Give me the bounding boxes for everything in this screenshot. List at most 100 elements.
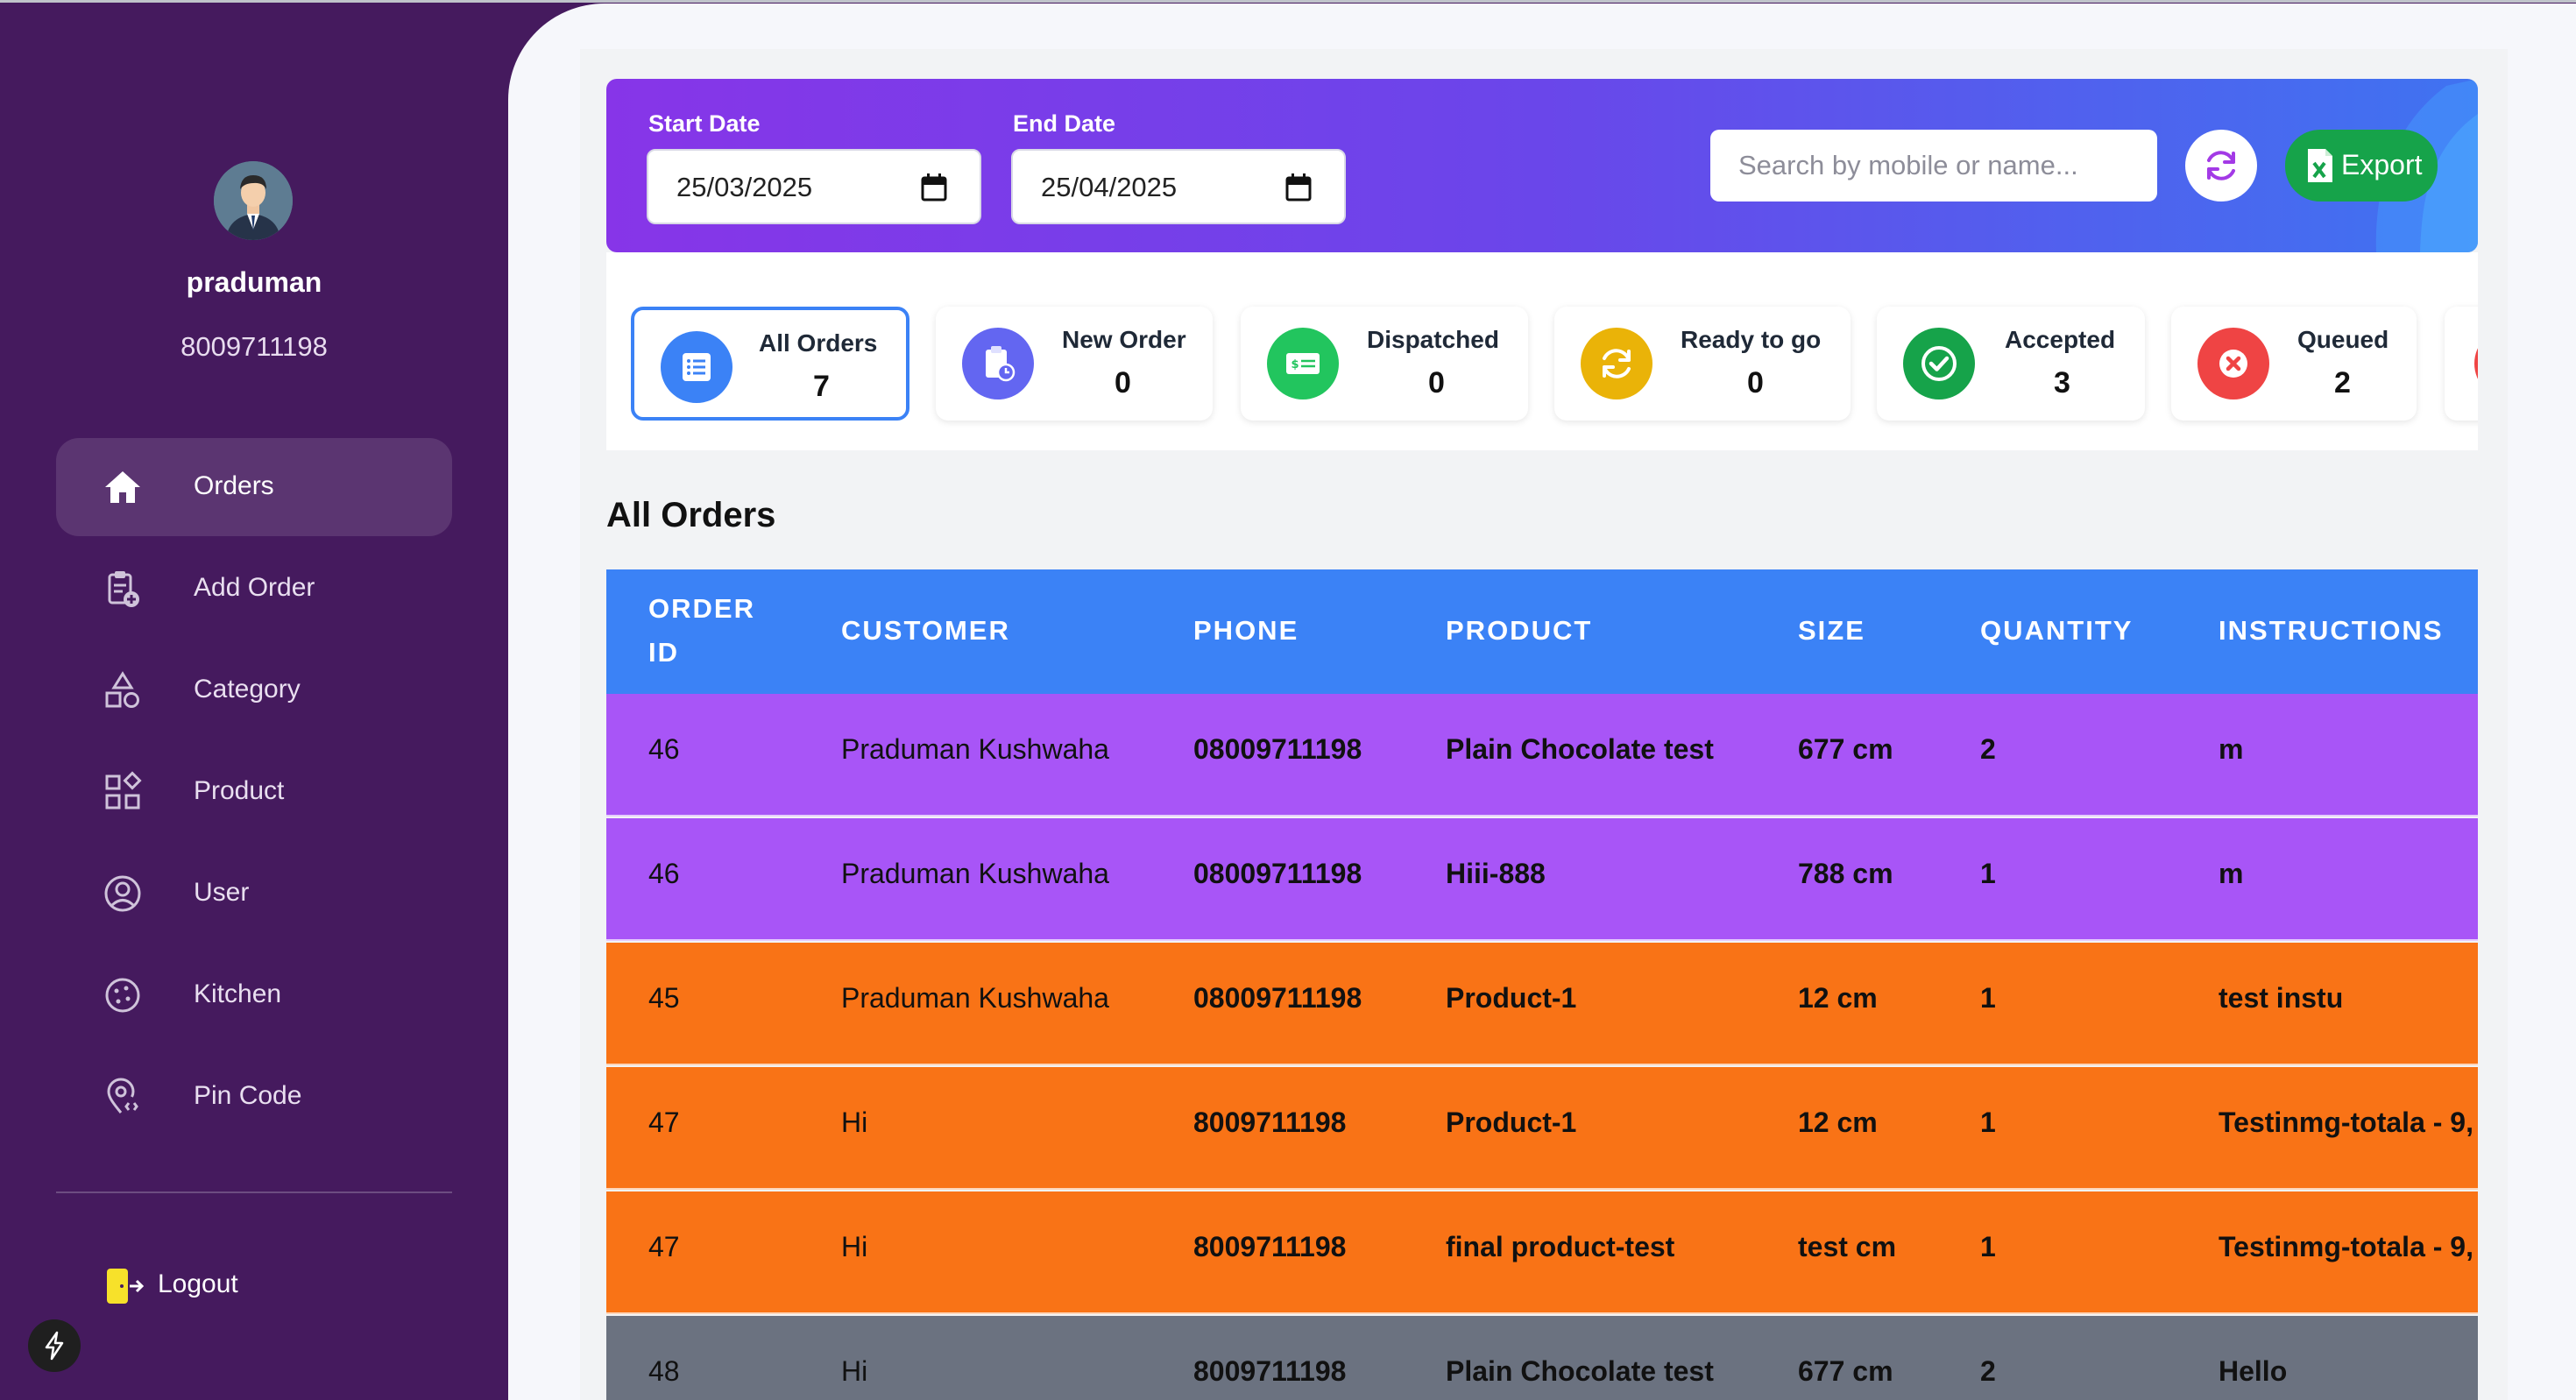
cell-instructions: Hello	[2219, 1355, 2288, 1387]
cell-order-id: 47	[648, 1231, 680, 1262]
calendar-icon[interactable]	[920, 173, 948, 202]
end-date-label: End Date	[1013, 110, 1116, 137]
status-card-new-order[interactable]: New Order 0	[936, 307, 1213, 421]
cell-size: 677 cm	[1798, 733, 1893, 765]
cell-customer: Hi	[841, 1107, 868, 1138]
cell-size: test cm	[1798, 1231, 1897, 1262]
location-pin-icon	[107, 1078, 138, 1114]
sidebar-item-pin-code[interactable]: Pin Code	[56, 1048, 452, 1146]
sidebar: praduman 8009711198 Orders Add Order Cat…	[0, 0, 508, 1400]
status-icon	[2474, 328, 2478, 399]
start-date-label: Start Date	[648, 110, 761, 137]
card-count: 0	[1115, 366, 1131, 399]
column-header-phone[interactable]: PHONE	[1193, 615, 1299, 646]
cell-quantity: 1	[1980, 1107, 1996, 1138]
sidebar-item-kitchen[interactable]: Kitchen	[56, 946, 452, 1044]
clipboard-clock-icon	[962, 328, 1034, 399]
user-avatar[interactable]	[214, 161, 293, 240]
cell-order-id: 48	[648, 1355, 680, 1387]
export-label: Export	[2341, 149, 2423, 180]
column-header-customer[interactable]: CUSTOMER	[841, 615, 1010, 646]
status-card-accepted[interactable]: Accepted 3	[1877, 307, 2145, 421]
cookie-icon	[105, 978, 140, 1013]
card-label: Dispatched	[1367, 326, 1499, 353]
cell-quantity: 1	[1980, 858, 1996, 889]
cell-order-id: 47	[648, 1107, 680, 1138]
card-count: 0	[1747, 366, 1764, 399]
user-circle-icon	[104, 875, 141, 912]
cell-instructions: Testinmg-totala - 9,	[2219, 1231, 2473, 1262]
status-cards: All Orders 7 New Order 0 $ Dispatched 0	[606, 252, 2478, 450]
sidebar-item-user[interactable]: User	[56, 845, 452, 943]
column-header-instructions[interactable]: INSTRUCTIONS	[2219, 615, 2444, 646]
sidebar-item-category[interactable]: Category	[56, 641, 452, 739]
sidebar-item-label: Orders	[194, 471, 274, 500]
refresh-button[interactable]	[2185, 130, 2257, 202]
cell-product: final product-test	[1446, 1231, 1675, 1262]
status-card-queued[interactable]: Queued 2	[2171, 307, 2417, 421]
sidebar-item-add-order[interactable]: Add Order	[56, 540, 452, 638]
card-label: Ready to go	[1681, 326, 1822, 353]
cell-order-id: 45	[648, 982, 680, 1014]
card-count: 7	[813, 370, 830, 403]
table-row[interactable]: 48 Hi 8009711198 Plain Chocolate test 67…	[606, 1316, 2478, 1400]
column-header-order-id[interactable]: ORDER ID	[648, 593, 755, 668]
column-header-size[interactable]: SIZE	[1798, 615, 1865, 646]
cell-phone: 08009711198	[1193, 733, 1362, 765]
section-title: All Orders	[606, 496, 776, 534]
cell-product: Plain Chocolate test	[1446, 733, 1714, 765]
sidebar-item-product[interactable]: Product	[56, 743, 452, 841]
table-header: ORDER ID CUSTOMER PHONE PRODUCT SIZE QUA…	[606, 569, 2478, 694]
cell-order-id: 46	[648, 733, 680, 765]
cell-instructions: m	[2219, 733, 2244, 765]
x-circle-icon	[2197, 328, 2269, 399]
logout-label: Logout	[158, 1269, 238, 1298]
refresh-icon	[2207, 151, 2235, 180]
sidebar-item-label: User	[194, 878, 250, 907]
status-card-ready-to-go[interactable]: Ready to go 0	[1554, 307, 1851, 421]
bolt-button[interactable]	[28, 1319, 81, 1372]
cell-customer: Praduman Kushwaha	[841, 982, 1109, 1014]
cell-phone: 8009711198	[1193, 1231, 1347, 1262]
table-row[interactable]: 47 Hi 8009711198 Product-1 12 cm 1 Testi…	[606, 1067, 2478, 1190]
money-icon: $	[1267, 328, 1339, 399]
cell-phone: 08009711198	[1193, 982, 1362, 1014]
end-date-input[interactable]: 25/04/2025	[1011, 149, 1346, 224]
card-count: 2	[2334, 366, 2351, 399]
cell-quantity: 2	[1980, 1355, 1996, 1387]
calendar-icon[interactable]	[1284, 173, 1313, 202]
cell-phone: 8009711198	[1193, 1107, 1347, 1138]
orders-table: ORDER ID CUSTOMER PHONE PRODUCT SIZE QUA…	[606, 569, 2478, 1400]
cell-product: Hiii-888	[1446, 858, 1546, 889]
card-label: New Order	[1062, 326, 1186, 353]
status-card-all-orders[interactable]: All Orders 7	[631, 307, 909, 421]
table-row[interactable]: 47 Hi 8009711198 final product-test test…	[606, 1191, 2478, 1314]
table-row[interactable]: 46 Praduman Kushwaha 08009711198 Hiii-88…	[606, 818, 2478, 941]
sidebar-item-label: Kitchen	[194, 979, 282, 1008]
user-name: praduman	[186, 266, 322, 298]
shapes-icon	[105, 671, 139, 708]
cell-order-id: 46	[648, 858, 680, 889]
sidebar-item-orders[interactable]: Orders	[56, 438, 452, 536]
lightning-icon	[45, 1331, 64, 1361]
check-circle-icon	[1903, 328, 1975, 399]
start-date-input[interactable]: 25/03/2025	[647, 149, 981, 224]
cell-instructions: m	[2219, 858, 2244, 889]
sidebar-item-label: Pin Code	[194, 1081, 302, 1110]
cell-size: 677 cm	[1798, 1355, 1893, 1387]
status-card-partial[interactable]	[2445, 307, 2478, 421]
list-icon	[661, 331, 732, 403]
cell-customer: Praduman Kushwaha	[841, 858, 1109, 889]
export-button[interactable]: Export	[2285, 130, 2438, 202]
excel-icon	[2308, 149, 2332, 182]
logout-icon	[107, 1269, 144, 1304]
search-input[interactable]	[1710, 130, 2157, 202]
table-row[interactable]: 45 Praduman Kushwaha 08009711198 Product…	[606, 943, 2478, 1065]
column-header-quantity[interactable]: QUANTITY	[1980, 615, 2134, 646]
table-row[interactable]: 46 Praduman Kushwaha 08009711198 Plain C…	[606, 694, 2478, 817]
status-card-dispatched[interactable]: $ Dispatched 0	[1241, 307, 1528, 421]
cell-size: 12 cm	[1798, 982, 1878, 1014]
column-header-product[interactable]: PRODUCT	[1446, 615, 1593, 646]
cell-quantity: 2	[1980, 733, 1996, 765]
cell-quantity: 1	[1980, 1231, 1996, 1262]
